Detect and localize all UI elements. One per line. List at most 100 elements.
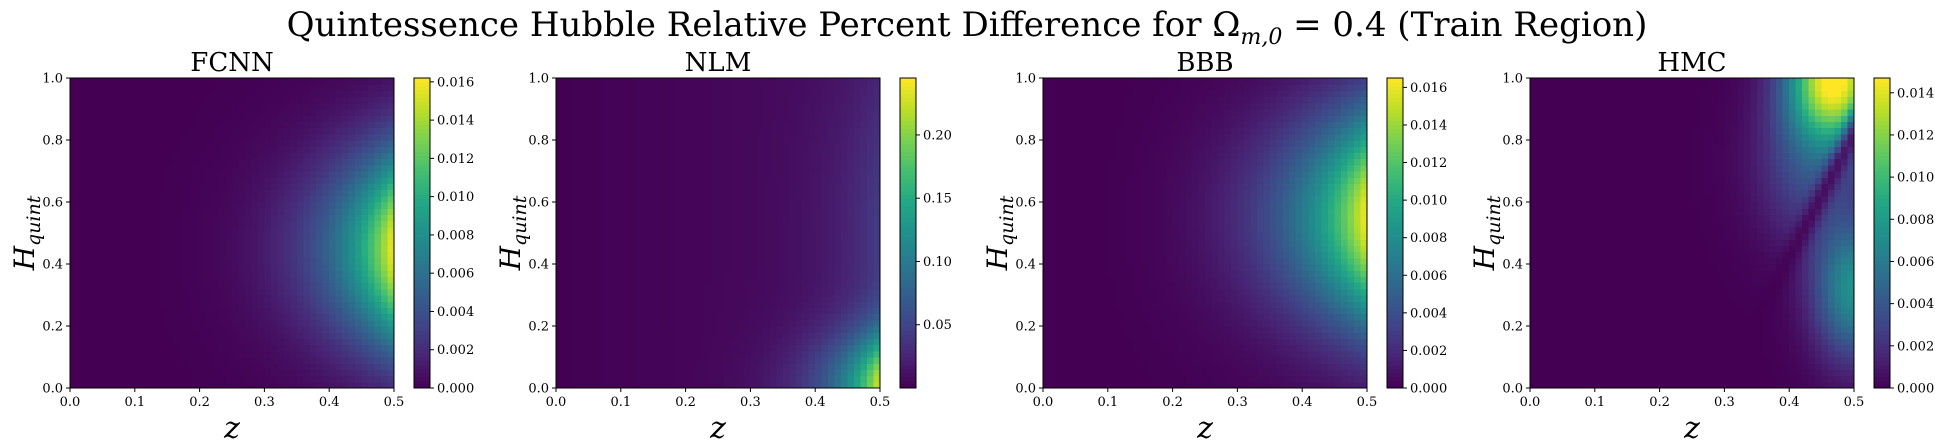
heatmap-cell [666, 171, 674, 178]
heatmap-cell [95, 84, 103, 91]
heatmap-cell [296, 158, 304, 166]
heatmap-cell [115, 319, 123, 327]
heatmap-cell [368, 133, 376, 141]
heatmap-cell [355, 189, 363, 197]
heatmap-cell [834, 332, 842, 339]
heatmap-cell [115, 233, 123, 240]
heatmap-cell [750, 251, 758, 259]
heatmap-cell [322, 158, 330, 166]
heatmap-cell [808, 133, 816, 141]
heatmap-cell [718, 164, 726, 172]
heatmap-cell [355, 127, 363, 135]
heatmap-cell [705, 319, 713, 327]
heatmap-cell [355, 233, 363, 240]
heatmap-cell [718, 90, 726, 98]
heatmap-cell [160, 369, 168, 377]
heatmap-cell [782, 326, 790, 333]
heatmap-cell [329, 288, 337, 296]
heatmap-cell [147, 152, 155, 160]
heatmap-cell [834, 264, 842, 271]
heatmap-cell [575, 239, 583, 246]
heatmap-cell [724, 357, 732, 364]
heatmap-cell [322, 326, 330, 333]
heatmap-cell [264, 363, 272, 370]
heatmap-cell [756, 319, 764, 327]
heatmap-cell [672, 307, 680, 315]
colorbar-segment [414, 105, 430, 110]
heatmap-cell [115, 326, 123, 333]
heatmap-cell [854, 257, 862, 265]
heatmap-cell [847, 226, 855, 234]
heatmap-cell [95, 133, 103, 141]
heatmap-cell [309, 84, 317, 91]
heatmap-cell [556, 90, 564, 98]
heatmap-cell [756, 115, 764, 122]
heatmap-cell [206, 363, 214, 370]
heatmap-cell [854, 307, 862, 315]
heatmap-cell [76, 214, 84, 222]
heatmap-cell [95, 239, 103, 246]
heatmap-cell [646, 115, 654, 122]
heatmap-cell [270, 127, 278, 135]
heatmap-cell [568, 326, 577, 333]
heatmap-cell [76, 332, 84, 339]
heatmap-cell [160, 282, 168, 290]
heatmap-cell [277, 220, 285, 228]
heatmap-cell [283, 307, 291, 315]
heatmap-cell [808, 245, 816, 253]
heatmap-cell [348, 332, 356, 339]
heatmap-cell [154, 326, 162, 333]
heatmap-cell [789, 90, 797, 98]
heatmap-cell [802, 171, 810, 178]
heatmap-cell [219, 202, 227, 209]
heatmap-cell [264, 381, 272, 389]
heatmap-cell [225, 282, 233, 290]
heatmap-cell [329, 338, 337, 346]
heatmap-cell [199, 109, 207, 116]
heatmap-cell [115, 369, 123, 377]
heatmap-cell [193, 270, 201, 277]
heatmap-cell [679, 251, 687, 259]
heatmap-cell [277, 288, 285, 296]
heatmap-cell [711, 319, 719, 327]
colorbar-segment [414, 225, 430, 230]
heatmap-cell [692, 214, 700, 222]
heatmap-cell [763, 189, 771, 197]
heatmap-cell [368, 313, 376, 321]
heatmap-cell [698, 177, 706, 184]
heatmap-cell [76, 357, 84, 364]
heatmap-cell [653, 102, 661, 110]
heatmap-cell [180, 326, 188, 333]
heatmap-cell [70, 183, 78, 191]
heatmap-cell [588, 195, 596, 203]
heatmap-cell [322, 288, 330, 296]
heatmap-cell [244, 257, 253, 265]
heatmap-cell [199, 344, 207, 352]
heatmap-cell [795, 146, 803, 153]
heatmap-cell [76, 177, 84, 184]
heatmap-cell [750, 270, 758, 277]
heatmap-cell [646, 220, 654, 228]
heatmap-cell [206, 270, 214, 277]
heatmap-cell [361, 146, 369, 153]
heatmap-cell [147, 264, 155, 271]
heatmap-cell [361, 350, 369, 358]
heatmap-cell [134, 152, 142, 160]
heatmap-cell [283, 146, 291, 153]
colorbar-segment [414, 171, 430, 176]
heatmap-cell [854, 109, 862, 116]
heatmap-cell [160, 338, 168, 346]
heatmap-cell [225, 276, 233, 284]
heatmap-cell [854, 115, 862, 122]
heatmap-cell [270, 326, 278, 333]
heatmap-cell [186, 127, 194, 135]
heatmap-cell [115, 220, 123, 228]
heatmap-cell [102, 102, 110, 110]
heatmap-cell [679, 171, 687, 178]
heatmap-cell [264, 183, 272, 191]
heatmap-cell [251, 226, 259, 234]
heatmap-cell [82, 164, 91, 172]
heatmap-cell [640, 313, 648, 321]
heatmap-cell [154, 338, 162, 346]
heatmap-cell [303, 307, 311, 315]
